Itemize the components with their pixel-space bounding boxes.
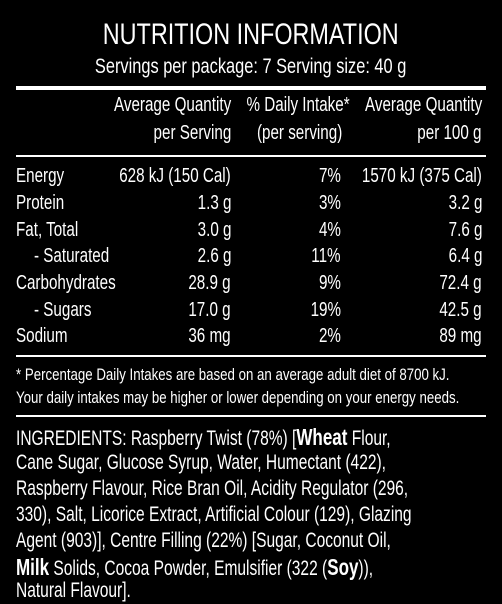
header-daily-intake-2: (per serving) — [256, 122, 342, 144]
header-divider — [16, 155, 486, 157]
ingredients-line-6: Milk Solids, Cocoa Powder, Emulsifier (3… — [16, 554, 374, 580]
table-row: Sodium 36 mg 2% 89 mg — [16, 323, 486, 349]
footnote-line-2: Your daily intakes may be higher or lowe… — [16, 388, 460, 407]
servings-info: Servings per package: 7 Serving size: 40… — [0, 54, 502, 80]
nutrient-name: Energy — [16, 165, 65, 187]
daily-intake-value: 7% — [319, 165, 341, 187]
top-divider — [16, 86, 486, 90]
header-per-serving-2: per Serving — [153, 122, 231, 144]
ingredients-line-3: Raspberry Flavour, Rice Bran Oil, Acidit… — [16, 477, 409, 500]
header-per-100g-1: Average Quantity — [364, 94, 482, 116]
per-serving-value: 17.0 g — [188, 299, 231, 321]
per-100g-value: 6.4 g — [448, 245, 482, 267]
per-100g-value: 42.5 g — [439, 299, 482, 321]
per-100g-value: 89 mg — [439, 325, 482, 347]
ingredients-line-7: Natural Flavour]. — [16, 579, 131, 602]
daily-intake-value: 3% — [319, 192, 341, 214]
daily-intake-value: 19% — [310, 299, 341, 321]
nutrient-name: - Saturated — [34, 245, 110, 267]
ingredients-line-2: Cane Sugar, Glucose Syrup, Water, Humect… — [16, 451, 386, 474]
allergen-soy: Soy — [327, 554, 359, 580]
per-serving-value: 36 mg — [188, 325, 231, 347]
nutrient-name: Protein — [16, 192, 65, 214]
ingredients-line-1: INGREDIENTS: Raspberry Twist (78%) [Whea… — [16, 424, 391, 450]
per-100g-value: 1570 kJ (375 Cal) — [362, 165, 482, 187]
per-serving-value: 1.3 g — [197, 192, 231, 214]
per-100g-value: 7.6 g — [448, 219, 482, 241]
nutrient-name: - Sugars — [34, 299, 92, 321]
table-row: - Sugars 17.0 g 19% 42.5 g — [16, 297, 486, 323]
nutrient-name: Fat, Total — [16, 219, 79, 241]
ingredients-line-5: Agent (903)], Centre Filling (22%) [Suga… — [16, 529, 391, 552]
daily-intake-value: 2% — [319, 325, 341, 347]
nutrient-name: Sodium — [16, 325, 68, 347]
table-row: - Saturated 2.6 g 11% 6.4 g — [16, 243, 486, 269]
per-serving-value: 2.6 g — [197, 245, 231, 267]
footnote-divider — [16, 415, 486, 417]
servings-info-text: Servings per package: 7 Serving size: 40… — [95, 55, 407, 78]
panel-title-text: NUTRITION INFORMATION — [103, 18, 399, 51]
table-row: Protein 1.3 g 3% 3.2 g — [16, 190, 486, 216]
table-bottom-divider — [16, 355, 486, 357]
table-row: Carbohydrates 28.9 g 9% 72.4 g — [16, 270, 486, 296]
ingredients-line-4: 330), Salt, Licorice Extract, Artificial… — [16, 503, 412, 526]
nutrient-name: Carbohydrates — [16, 272, 116, 294]
per-100g-value: 3.2 g — [448, 192, 482, 214]
header-per-serving-1: Average Quantity — [113, 94, 231, 116]
header-daily-intake-1: % Daily Intake* — [246, 94, 350, 116]
panel-title: NUTRITION INFORMATION — [0, 18, 502, 52]
table-row: Energy 628 kJ (150 Cal) 7% 1570 kJ (375 … — [16, 163, 486, 189]
daily-intake-value: 9% — [319, 272, 341, 294]
allergen-milk: Milk — [16, 554, 50, 580]
table-row: Fat, Total 3.0 g 4% 7.6 g — [16, 217, 486, 243]
per-serving-value: 3.0 g — [197, 219, 231, 241]
per-serving-value: 28.9 g — [188, 272, 231, 294]
per-serving-value: 628 kJ (150 Cal) — [119, 165, 231, 187]
allergen-wheat: Wheat — [296, 424, 348, 450]
daily-intake-value: 11% — [311, 245, 341, 267]
daily-intake-value: 4% — [319, 219, 341, 241]
per-100g-value: 72.4 g — [439, 272, 482, 294]
footnote-line-1: * Percentage Daily Intakes are based on … — [16, 365, 450, 384]
header-per-100g-2: per 100 g — [417, 122, 482, 144]
